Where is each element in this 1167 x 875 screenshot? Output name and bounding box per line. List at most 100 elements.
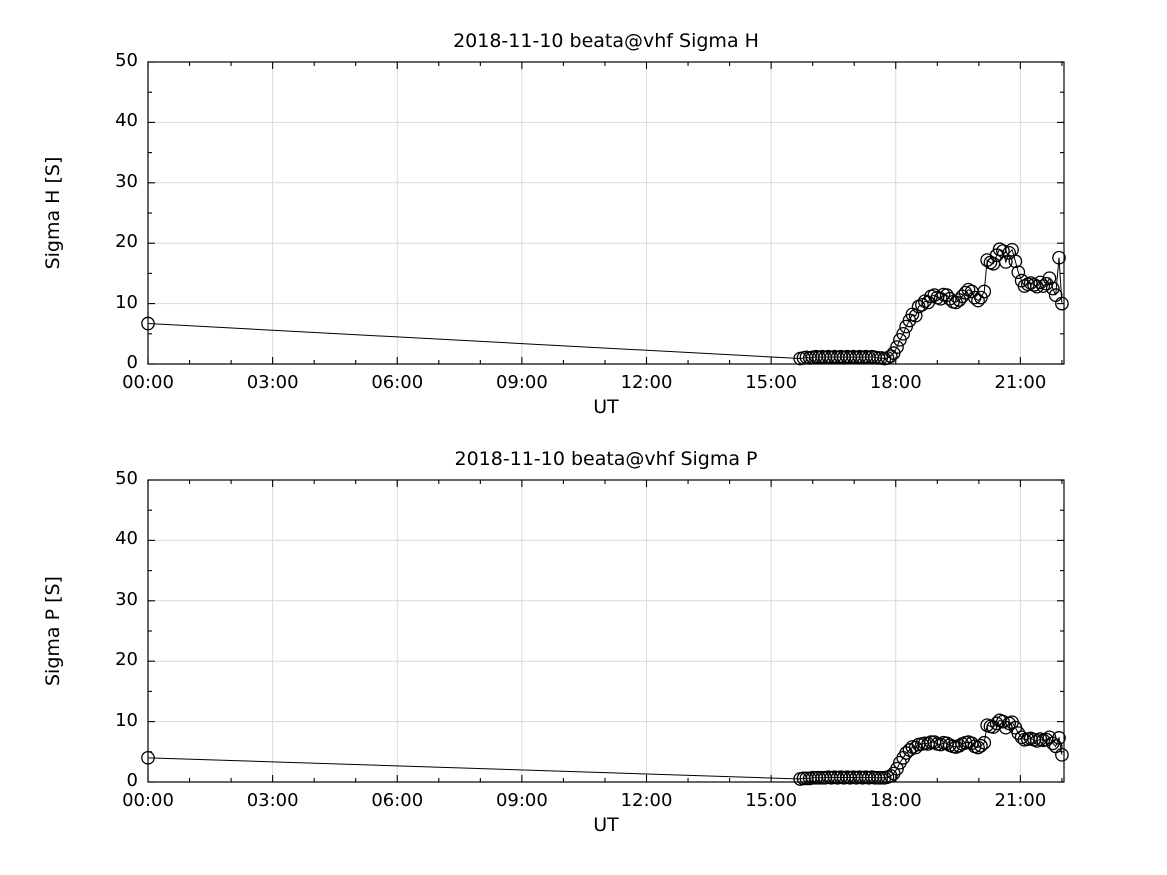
data-point-marker bbox=[1052, 250, 1066, 265]
data-point-marker bbox=[1021, 732, 1035, 746]
data-point-marker bbox=[893, 332, 907, 347]
data-point-marker bbox=[858, 349, 873, 364]
x-tick-label: 12:00 bbox=[620, 372, 673, 393]
data-point-marker bbox=[141, 316, 155, 331]
data-point-marker bbox=[1033, 732, 1048, 746]
data-point-marker bbox=[1005, 715, 1019, 730]
x-tick-label: 03:00 bbox=[246, 372, 299, 393]
data-point-marker bbox=[1008, 720, 1023, 735]
x-tick-label: 15:00 bbox=[745, 790, 798, 811]
data-point-marker bbox=[971, 740, 985, 755]
data-point-marker bbox=[1027, 278, 1041, 292]
data-point-marker bbox=[980, 718, 995, 733]
data-point-marker bbox=[861, 770, 876, 785]
data-point-marker bbox=[930, 737, 945, 751]
tick-marks bbox=[147, 61, 1064, 365]
data-point-marker bbox=[989, 716, 1004, 731]
data-point-marker bbox=[902, 743, 917, 757]
data-point-marker bbox=[1023, 276, 1038, 290]
data-point-marker bbox=[861, 350, 876, 365]
data-point-marker bbox=[830, 770, 845, 785]
data-point-marker bbox=[974, 738, 988, 753]
data-point-marker bbox=[821, 349, 836, 364]
data-point-marker bbox=[871, 351, 886, 365]
data-point-marker bbox=[952, 738, 967, 753]
data-point-marker bbox=[1023, 731, 1038, 746]
y-tick-label: 10 bbox=[115, 709, 138, 731]
data-point-marker bbox=[827, 349, 842, 364]
data-point-marker bbox=[1052, 731, 1066, 745]
data-point-marker bbox=[812, 350, 826, 365]
data-point-marker bbox=[986, 256, 1001, 271]
data-point-marker bbox=[942, 738, 957, 753]
data-point-marker bbox=[793, 351, 808, 366]
data-point-marker bbox=[958, 285, 973, 300]
data-point-marker bbox=[868, 350, 882, 365]
data-point-marker bbox=[924, 735, 938, 749]
y-tick-label: 50 bbox=[115, 468, 138, 489]
x-tick-label: 09:00 bbox=[495, 372, 548, 393]
y-tick-label: 40 bbox=[115, 528, 138, 550]
data-point-marker bbox=[1014, 730, 1029, 745]
data-point-marker bbox=[911, 299, 926, 314]
axes-frame bbox=[147, 479, 1065, 783]
data-point-marker bbox=[1045, 736, 1060, 751]
data-point-marker bbox=[899, 746, 913, 760]
data-point-marker bbox=[1005, 242, 1019, 257]
data-point-marker bbox=[905, 307, 920, 322]
data-point-marker bbox=[802, 351, 817, 365]
data-point-marker bbox=[1002, 716, 1017, 731]
data-point-marker bbox=[992, 242, 1007, 257]
data-point-marker bbox=[992, 713, 1007, 728]
data-point-marker bbox=[815, 349, 830, 364]
y-tick-label: 20 bbox=[115, 649, 138, 671]
x-tick-label: 21:00 bbox=[994, 372, 1047, 393]
data-point-marker bbox=[890, 340, 904, 354]
data-point-marker bbox=[977, 735, 992, 750]
data-point-marker bbox=[908, 308, 923, 323]
data-point-marker bbox=[1027, 732, 1041, 747]
data-point-marker bbox=[908, 740, 923, 755]
data-point-marker bbox=[855, 770, 870, 785]
data-point-marker bbox=[942, 291, 957, 306]
data-point-marker bbox=[852, 770, 867, 785]
data-point-marker bbox=[809, 770, 823, 785]
x-tick-label: 00:00 bbox=[122, 790, 174, 811]
data-point-marker bbox=[874, 351, 889, 365]
data-point-marker bbox=[980, 253, 995, 267]
y-tick-label: 30 bbox=[115, 588, 138, 610]
data-point-marker bbox=[986, 720, 1001, 734]
data-point-marker bbox=[858, 770, 873, 785]
tick-marks bbox=[147, 479, 1064, 783]
data-point-marker bbox=[852, 349, 867, 364]
data-point-marker bbox=[927, 735, 942, 749]
data-point-marker bbox=[921, 737, 936, 751]
data-point-marker bbox=[961, 282, 976, 297]
data-point-marker bbox=[977, 284, 992, 299]
data-point-marker bbox=[971, 293, 985, 308]
data-point-marker bbox=[877, 351, 892, 366]
data-point-marker bbox=[793, 772, 808, 786]
data-point-marker bbox=[933, 291, 948, 306]
data-point-marker bbox=[834, 349, 848, 364]
data-point-marker bbox=[930, 290, 945, 305]
y-tick-label: 20 bbox=[115, 231, 138, 253]
data-point-marker bbox=[1055, 296, 1069, 311]
gridlines bbox=[148, 62, 1064, 364]
data-point-marker bbox=[1017, 732, 1032, 747]
data-line-sigma-p bbox=[147, 719, 1063, 780]
data-point-marker bbox=[958, 735, 973, 750]
data-point-marker bbox=[1011, 726, 1026, 740]
data-point-marker bbox=[799, 771, 814, 786]
y-tick-label: 40 bbox=[115, 110, 138, 132]
data-point-marker bbox=[846, 770, 861, 785]
data-point-marker bbox=[983, 719, 998, 734]
y-tick-label: 30 bbox=[115, 170, 138, 192]
data-point-marker bbox=[1011, 265, 1026, 280]
data-point-marker bbox=[902, 313, 917, 328]
data-point-marker bbox=[1042, 271, 1057, 286]
data-point-marker bbox=[896, 750, 911, 765]
x-tick-label: 06:00 bbox=[371, 790, 424, 811]
